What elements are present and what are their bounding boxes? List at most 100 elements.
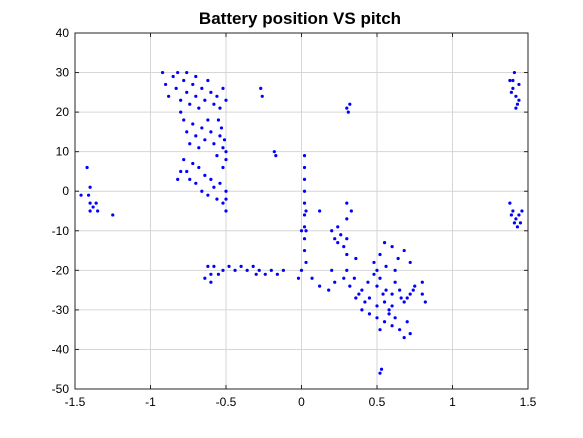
data-point [367, 296, 372, 300]
data-point [221, 86, 225, 90]
x-tick-label: 0 [298, 395, 305, 409]
data-point [302, 154, 307, 158]
data-point [512, 221, 517, 225]
data-point [402, 335, 406, 340]
y-tick-label: 10 [56, 145, 70, 159]
data-point [86, 193, 91, 197]
data-point [206, 264, 210, 268]
data-point [336, 225, 340, 229]
data-point [382, 300, 387, 304]
data-point [372, 260, 376, 265]
data-point [518, 221, 523, 225]
data-point [333, 280, 337, 284]
data-point [88, 185, 92, 189]
data-point [88, 209, 92, 213]
data-point [227, 264, 231, 268]
data-point [94, 201, 98, 205]
data-point [206, 193, 210, 197]
data-point [200, 126, 204, 130]
data-point [511, 78, 515, 83]
data-point [221, 201, 225, 205]
data-point [224, 98, 228, 102]
data-point [215, 94, 219, 98]
data-point [209, 177, 213, 181]
data-point [345, 217, 349, 221]
data-point [233, 268, 237, 272]
data-point [517, 213, 521, 217]
y-tick-label: -40 [52, 342, 70, 356]
data-point [378, 276, 382, 280]
data-point [171, 74, 175, 79]
data-point [194, 134, 198, 138]
data-point [206, 78, 210, 83]
data-point [160, 70, 165, 75]
data-point [212, 264, 216, 268]
data-point [390, 292, 394, 296]
data-point [188, 102, 192, 106]
data-point [375, 284, 379, 288]
data-point [209, 130, 213, 134]
data-point [420, 292, 424, 296]
data-point [378, 328, 382, 332]
data-point [330, 229, 334, 233]
data-point [224, 189, 228, 193]
data-point [221, 165, 225, 170]
data-point [272, 150, 276, 154]
data-point [302, 201, 307, 205]
data-point [197, 146, 201, 150]
data-point [182, 78, 186, 83]
data-point [345, 237, 349, 241]
data-point [164, 82, 168, 87]
y-tick-label: -50 [52, 382, 70, 396]
data-point [354, 256, 358, 261]
data-point [88, 201, 92, 205]
data-point [209, 280, 213, 284]
data-point [399, 296, 403, 300]
y-tick-label: 40 [56, 26, 70, 40]
data-point [336, 241, 340, 245]
data-point [372, 272, 376, 276]
data-point [299, 229, 304, 233]
data-point [327, 288, 331, 292]
data-point [224, 150, 228, 154]
data-point [398, 288, 402, 292]
data-point [508, 78, 512, 83]
data-point [299, 268, 304, 272]
data-point [263, 272, 267, 276]
data-point [384, 288, 388, 292]
data-point [349, 209, 353, 213]
data-point [342, 276, 346, 280]
scatter-points [79, 70, 524, 375]
data-point [176, 70, 180, 75]
data-point [111, 213, 115, 217]
data-point [245, 268, 249, 272]
data-point [182, 118, 186, 122]
data-point [197, 106, 201, 110]
data-point [318, 209, 322, 213]
data-point [185, 169, 189, 174]
data-point [387, 308, 391, 312]
data-point [360, 308, 364, 312]
data-point [174, 86, 178, 90]
data-point [390, 304, 394, 308]
x-tick-label: 0.5 [369, 395, 386, 409]
data-point [194, 94, 198, 98]
data-point [215, 154, 219, 158]
data-point [346, 110, 350, 114]
data-point [203, 173, 207, 177]
data-point [420, 280, 424, 284]
data-point [224, 209, 228, 213]
data-point [188, 142, 192, 146]
data-point [216, 118, 221, 122]
data-point [517, 82, 521, 87]
data-point [96, 209, 100, 213]
data-point [354, 296, 358, 300]
data-point [357, 292, 361, 296]
data-point [304, 260, 308, 265]
data-point [408, 332, 412, 336]
data-point [375, 304, 379, 308]
data-point [218, 134, 222, 138]
data-point [509, 90, 513, 94]
data-point [221, 146, 225, 150]
data-point [515, 225, 520, 229]
